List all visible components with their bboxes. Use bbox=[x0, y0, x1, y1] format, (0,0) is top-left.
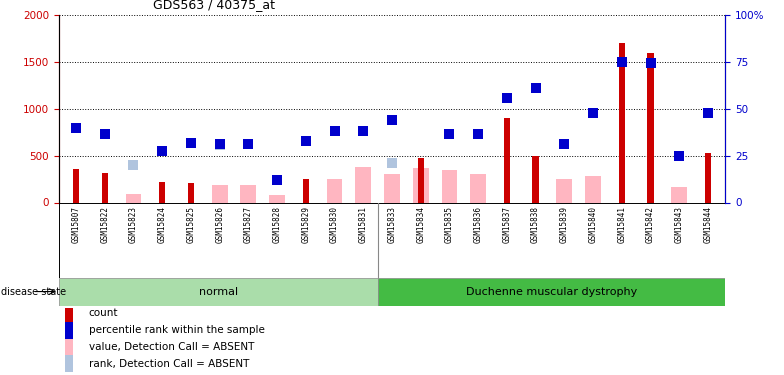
Text: GSM15825: GSM15825 bbox=[187, 206, 195, 243]
Bar bbox=[159, 182, 165, 203]
Text: rank, Detection Call = ABSENT: rank, Detection Call = ABSENT bbox=[89, 359, 249, 369]
Text: GSM15835: GSM15835 bbox=[445, 206, 454, 243]
Bar bbox=[504, 118, 510, 202]
Text: disease state: disease state bbox=[1, 286, 66, 297]
Text: GSM15842: GSM15842 bbox=[646, 206, 655, 243]
Bar bbox=[378, 278, 725, 306]
Text: normal: normal bbox=[198, 286, 238, 297]
Bar bbox=[557, 179, 572, 203]
Bar bbox=[470, 174, 486, 202]
Text: GSM15837: GSM15837 bbox=[503, 206, 511, 243]
Text: value, Detection Call = ABSENT: value, Detection Call = ABSENT bbox=[89, 342, 254, 352]
Bar bbox=[413, 168, 429, 202]
Bar bbox=[619, 43, 625, 203]
Bar bbox=[648, 53, 654, 202]
Text: GSM15831: GSM15831 bbox=[359, 206, 368, 243]
Bar bbox=[671, 187, 687, 202]
Text: GSM15826: GSM15826 bbox=[215, 206, 224, 243]
Bar bbox=[303, 179, 309, 203]
Bar bbox=[65, 356, 74, 372]
Text: GSM15834: GSM15834 bbox=[416, 206, 425, 243]
Text: GSM15841: GSM15841 bbox=[617, 206, 626, 243]
Text: GSM15836: GSM15836 bbox=[474, 206, 483, 243]
Text: percentile rank within the sample: percentile rank within the sample bbox=[89, 325, 265, 335]
Bar bbox=[441, 170, 457, 202]
Text: GDS563 / 40375_at: GDS563 / 40375_at bbox=[153, 0, 275, 11]
Bar bbox=[125, 194, 141, 202]
Text: GSM15828: GSM15828 bbox=[273, 206, 281, 243]
Bar bbox=[327, 179, 343, 203]
Bar bbox=[705, 153, 711, 203]
Bar bbox=[241, 185, 256, 202]
Bar bbox=[212, 185, 227, 202]
Bar bbox=[418, 158, 424, 203]
Bar bbox=[269, 195, 285, 202]
Text: GSM15833: GSM15833 bbox=[387, 206, 397, 243]
Text: GSM15823: GSM15823 bbox=[129, 206, 138, 243]
Bar bbox=[65, 339, 74, 356]
Text: GSM15830: GSM15830 bbox=[330, 206, 339, 243]
Text: GSM15822: GSM15822 bbox=[100, 206, 109, 243]
Bar bbox=[73, 169, 79, 202]
Bar bbox=[384, 174, 400, 202]
Bar bbox=[102, 172, 108, 202]
Text: count: count bbox=[89, 308, 118, 318]
Text: GSM15827: GSM15827 bbox=[244, 206, 253, 243]
Bar bbox=[532, 156, 539, 203]
Text: Duchenne muscular dystrophy: Duchenne muscular dystrophy bbox=[466, 286, 637, 297]
Text: GSM15840: GSM15840 bbox=[589, 206, 597, 243]
Bar bbox=[585, 176, 601, 203]
Bar bbox=[355, 167, 371, 202]
Text: GSM15807: GSM15807 bbox=[71, 206, 81, 243]
Bar bbox=[65, 305, 74, 322]
Bar bbox=[59, 278, 378, 306]
Text: GSM15829: GSM15829 bbox=[301, 206, 310, 243]
Bar bbox=[188, 183, 194, 203]
Text: GSM15838: GSM15838 bbox=[531, 206, 540, 243]
Text: GSM15839: GSM15839 bbox=[560, 206, 569, 243]
Bar bbox=[65, 322, 74, 339]
Text: GSM15844: GSM15844 bbox=[703, 206, 713, 243]
Text: GSM15843: GSM15843 bbox=[675, 206, 684, 243]
Text: GSM15824: GSM15824 bbox=[158, 206, 167, 243]
